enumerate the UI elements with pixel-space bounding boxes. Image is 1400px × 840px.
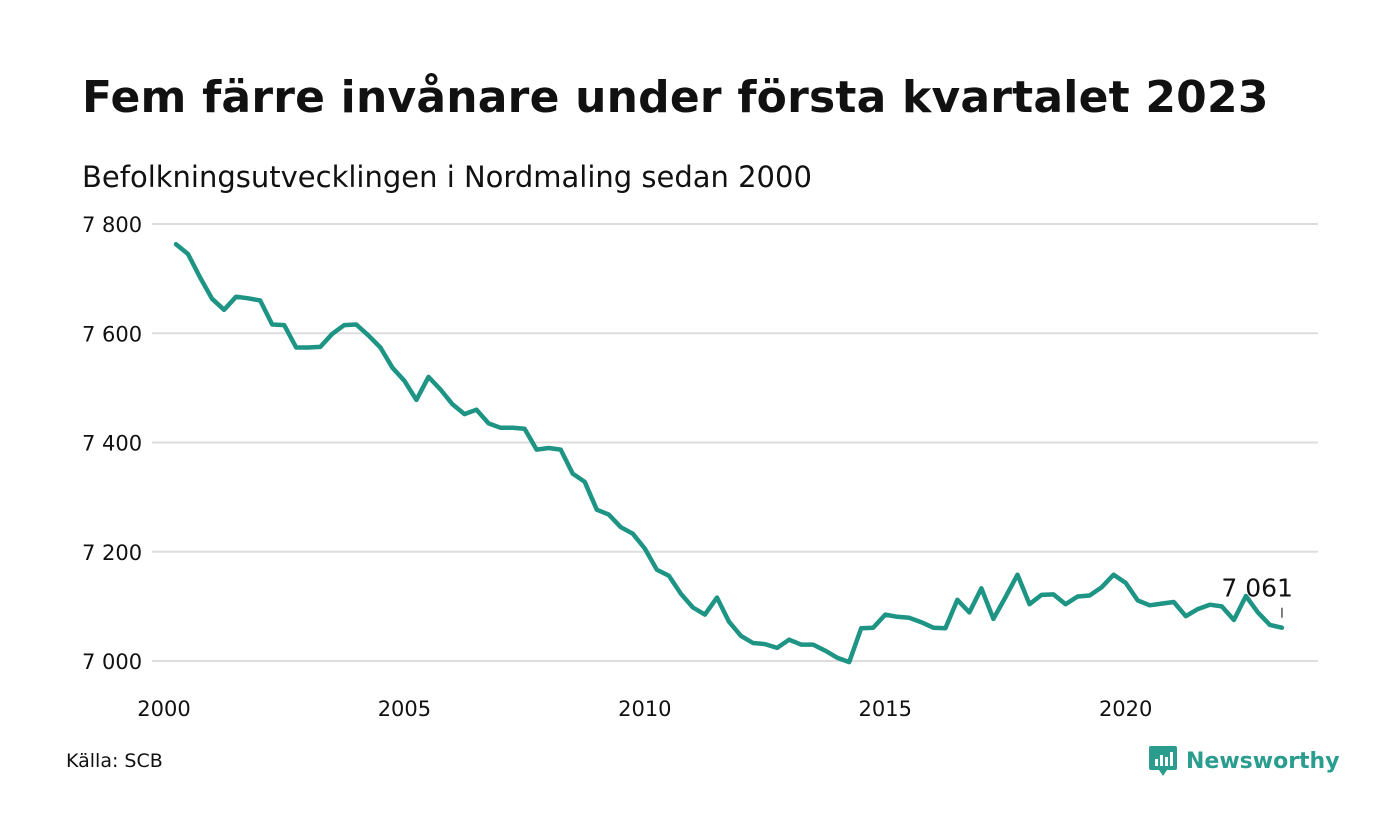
x-tick-label: 2010: [618, 697, 671, 721]
x-axis-ticks: 2000 2005 2010 2015 2020: [137, 697, 1152, 721]
x-tick-label: 2020: [1099, 697, 1152, 721]
chart-title: Fem färre invånare under första kvartale…: [82, 72, 1269, 123]
y-tick-label: 7 800: [82, 213, 142, 237]
x-tick-label: 2015: [859, 697, 912, 721]
y-tick-label: 7 000: [82, 650, 142, 674]
y-tick-label: 7 600: [82, 322, 142, 346]
brand-name: Newsworthy: [1186, 748, 1340, 774]
chart-subtitle: Befolkningsutvecklingen i Nordmaling sed…: [82, 160, 812, 194]
y-tick-label: 7 200: [82, 541, 142, 565]
source-note: Källa: SCB: [66, 750, 163, 772]
end-value-label: 7 061: [1221, 574, 1293, 603]
brand-logo: Newsworthy: [1148, 744, 1340, 778]
x-tick-label: 2005: [378, 697, 431, 721]
newsworthy-logo-icon: [1149, 746, 1177, 776]
x-tick-label: 2000: [137, 697, 190, 721]
series-line-0: [173, 241, 1285, 665]
y-axis-ticks: 7 000 7 200 7 400 7 600 7 800: [82, 213, 142, 674]
end-annotation: 7 061: [1221, 574, 1293, 618]
y-tick-label: 7 400: [82, 432, 142, 456]
series-layer: [173, 241, 1285, 665]
grid-lines: [152, 223, 1318, 662]
